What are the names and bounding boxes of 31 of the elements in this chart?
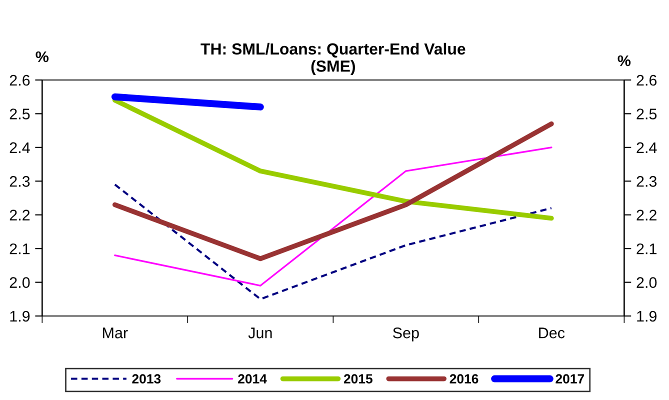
x-tick-label: Mar [103,328,128,338]
y-tick-label: 2.6 [10,74,30,86]
y2-tick-label: 2.5 [636,108,657,120]
y-tick-label: 2.2 [10,210,30,220]
y2-tick-label: 1.9 [637,310,656,322]
legend-label: 2016 [450,374,478,384]
legend-label: 2015 [344,374,372,384]
y-tick-label: 2.5 [10,108,30,120]
y-tick-label: 2.3 [10,176,30,187]
y2-tick-label: 2.1 [636,243,656,254]
y2-tick-label: 2.6 [636,74,657,86]
y-axis-title: % [36,51,49,62]
y2-tick-label: 2.2 [636,210,656,220]
line-series [114,146,552,286]
line-series [112,98,554,221]
legend-label: 2014 [238,374,267,384]
legend-label: 2013 [132,374,161,384]
y-tick-label: 2.0 [10,277,30,288]
x-tick-label: Dec [539,328,565,338]
chart-title: TH: SML/Loans: Quarter-End Value (SME) [200,42,466,75]
legend-label: 2017 [556,374,584,384]
y-tick-label: 2.4 [10,142,30,153]
y2-tick-label: 2.3 [636,176,657,187]
y2-tick-label: 2.0 [636,277,657,288]
y2-axis-title: % [618,55,631,66]
line-series [114,183,552,300]
y-tick-label: 2.1 [10,243,30,254]
y-tick-label: 1.9 [10,310,30,322]
x-tick-label: Sep [393,328,419,342]
x-tick-label: Jun [248,328,272,338]
y2-tick-label: 2.4 [636,142,657,153]
